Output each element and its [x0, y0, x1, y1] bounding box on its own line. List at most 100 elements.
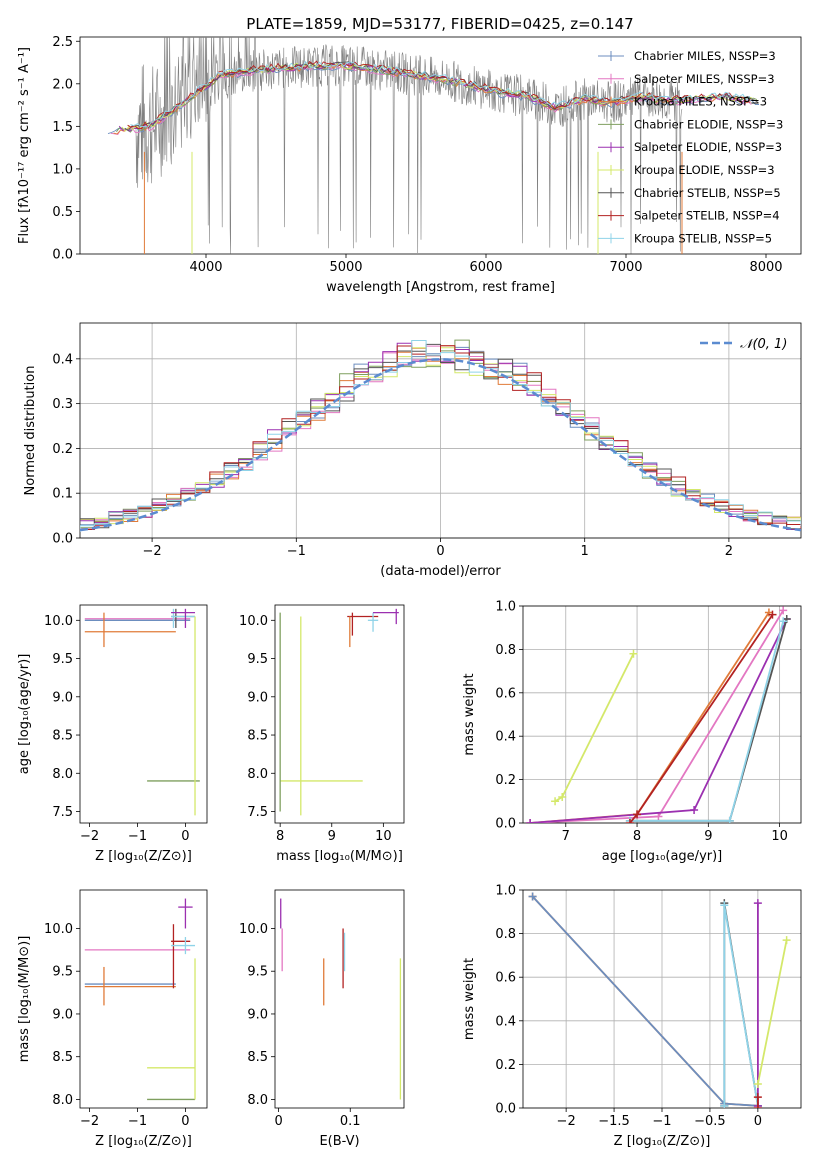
- weight-marker: [753, 899, 762, 908]
- x-tick-label: −1.5: [598, 1114, 630, 1129]
- y-tick-label: 8.0: [52, 767, 73, 782]
- legend-entry: Kroupa ELODIE, NSSP=3: [634, 163, 775, 177]
- y-tick-label: 1.0: [52, 162, 73, 177]
- legend-entry: 𝒩(0, 1): [740, 337, 787, 352]
- weight-marker: [720, 901, 729, 910]
- y-tick-label: 1.0: [495, 884, 516, 899]
- normal-curve: [80, 358, 801, 532]
- weight-marker: [629, 649, 638, 658]
- residuals-axes: −2 −1 0 1 2 0.0 0.1 0.2 0.3 0.4 (data-model)/error…: [23, 322, 802, 579]
- age_vs_Z-plot-area: [84, 608, 200, 816]
- y-tick-label: 8.5: [247, 729, 268, 744]
- x-tick-label: 0: [754, 1114, 762, 1129]
- weight-marker: [551, 797, 560, 806]
- x-tick-label: 8: [633, 829, 641, 844]
- y-tick-label: 0.1: [52, 487, 73, 502]
- y-tick-label: 0.6: [495, 971, 516, 986]
- y-tick-label: 8.5: [247, 1050, 268, 1065]
- y-tick-label: 2.5: [52, 35, 73, 50]
- x-tick-label: −2: [80, 1114, 99, 1129]
- x-tick-label: 0: [181, 829, 189, 844]
- weight-line-3: [530, 609, 784, 823]
- x-tick-label: 8000: [749, 260, 782, 275]
- residual-histogram-9: [80, 340, 801, 532]
- y-tick-label: 0.3: [52, 397, 73, 412]
- weight-marker: [725, 816, 734, 823]
- mass_vs_ebv-axes: 0 0.1 8.0 8.5 9.0 9.5 10.0 E(B-V): [239, 889, 405, 1149]
- legend-entry: Chabrier STELIB, NSSP=5: [634, 186, 781, 200]
- y-tick-label: 1.5: [52, 120, 73, 135]
- observed-spectrum: [135, 37, 683, 254]
- y-tick-label: 8.0: [52, 1093, 73, 1108]
- x-tick-label: 1: [581, 544, 589, 559]
- y-tick-label: 7.5: [247, 805, 268, 820]
- spectrum-axes: 4000 5000 6000 7000 8000 0.0 0.5 1.0 1.5 2.0 2.5 wa…: [17, 35, 802, 295]
- weight-marker: [779, 606, 788, 615]
- mass_vs_Z-xlabel: Z [log₁₀(Z/Z⊙)]: [95, 1134, 192, 1149]
- x-tick-label: −1: [128, 829, 147, 844]
- x-tick-label: 0: [274, 1114, 282, 1129]
- y-tick-label: 0.4: [52, 352, 73, 367]
- x-tick-label: 10: [771, 829, 788, 844]
- x-tick-label: 7: [562, 829, 570, 844]
- y-tick-label: 9.5: [52, 965, 73, 980]
- age_vs_Z-ylabel: age [log₁₀(age/yr)]: [17, 654, 32, 775]
- model-line-8: [127, 60, 751, 130]
- y-tick-label: 8.0: [247, 767, 268, 782]
- y-tick-label: 0.4: [495, 730, 516, 745]
- weight-line-1: [554, 653, 635, 803]
- residuals-ylabel: Normed distribution: [23, 366, 38, 496]
- y-tick-label: 8.0: [247, 1093, 268, 1108]
- spectrum-legend: Chabrier MILES, NSSP=3 Salpeter MILES, NS…: [598, 49, 783, 245]
- y-tick-label: 0.6: [495, 686, 516, 701]
- weight_vs_Z-ylabel: mass weight: [462, 958, 477, 1040]
- weight-marker: [526, 819, 535, 823]
- age_vs_mass-xlabel: mass [log₁₀(M/M⊙)]: [276, 849, 403, 864]
- mass_vs_Z-axes: −2 −1 0 8.0 8.5 9.0 9.5 10.0 Z [log₁₀(Z/Z⊙)] mass…: [17, 889, 208, 1149]
- weight-marker: [558, 792, 567, 801]
- x-tick-label: −2: [557, 1114, 576, 1129]
- model-line-9: [130, 60, 751, 128]
- legend-entry: Salpeter STELIB, NSSP=4: [634, 209, 780, 223]
- y-tick-label: 10.0: [44, 614, 73, 629]
- age_vs_mass-axes: 8 9 10 7.5 8.0 8.5 9.0 9.5 10.0 mass [log₁₀(M/M⊙)…: [239, 604, 405, 864]
- weight-marker: [779, 617, 788, 626]
- legend-entry: Salpeter ELODIE, NSSP=3: [634, 140, 782, 154]
- x-tick-label: −0.5: [694, 1114, 726, 1129]
- y-tick-label: 9.0: [247, 690, 268, 705]
- spectrum-plot-area: [107, 37, 760, 254]
- y-tick-label: 9.0: [247, 1007, 268, 1022]
- spectrum-ylabel: Flux [fλ10⁻¹⁷ erg cm⁻² s⁻¹ A⁻¹]: [17, 47, 32, 244]
- x-tick-label: −2: [143, 544, 162, 559]
- figure-title: PLATE=1859, MJD=53177, FIBERID=0425, z=0…: [246, 15, 633, 33]
- weight_vs_age-plot-area: [526, 606, 791, 823]
- residuals-xlabel: (data-model)/error: [380, 564, 501, 579]
- mass_vs_Z-ylabel: mass [log₁₀(M/M⊙)]: [17, 936, 32, 1063]
- weight_vs_age-xlabel: age [log₁₀(age/yr)]: [602, 849, 723, 864]
- y-tick-label: 9.0: [52, 1007, 73, 1022]
- y-tick-label: 0.4: [495, 1014, 516, 1029]
- weight-marker: [633, 810, 642, 819]
- x-tick-label: −1: [652, 1114, 671, 1129]
- weight-line-7: [757, 939, 788, 1085]
- x-tick-label: 0.1: [340, 1114, 361, 1129]
- y-tick-label: 0.2: [495, 1058, 516, 1073]
- spectrum-xlabel: wavelength [Angstrom, rest frame]: [326, 280, 555, 295]
- residuals-plot-area: [80, 339, 801, 532]
- age_vs_mass-frame: [274, 604, 405, 824]
- figure-content: 4000 5000 6000 7000 80000.00.51.01.52.02.5wa…: [17, 35, 802, 1149]
- x-tick-label: 2: [725, 544, 733, 559]
- weight-marker: [690, 805, 699, 814]
- x-tick-label: 6000: [469, 260, 502, 275]
- y-tick-label: 8.5: [52, 1050, 73, 1065]
- spectrum-frame: [79, 36, 802, 255]
- y-tick-label: 9.5: [247, 652, 268, 667]
- mass_vs_ebv-frame: [274, 889, 405, 1109]
- x-tick-label: 7000: [609, 260, 642, 275]
- weight_vs_Z-plot-area: [528, 892, 791, 1108]
- x-tick-label: 5000: [329, 260, 362, 275]
- x-tick-label: 0: [436, 544, 444, 559]
- x-tick-label: 8: [276, 829, 284, 844]
- weight_vs_age-frame: [522, 605, 802, 824]
- y-tick-label: 10.0: [44, 922, 73, 937]
